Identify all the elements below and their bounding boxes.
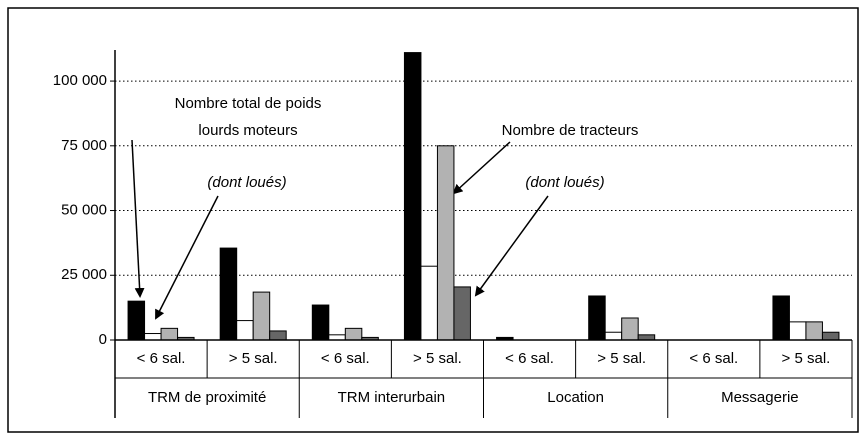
bar (436, 145, 455, 341)
annotation: (dont loués) (525, 174, 604, 191)
bar (821, 331, 840, 341)
annotation: lourds moteurs (198, 122, 297, 139)
frame (7, 7, 859, 433)
bar (144, 333, 162, 341)
arrow (131, 139, 145, 298)
bar (219, 247, 238, 341)
bar (160, 327, 179, 341)
x-tick-label: < 6 sal. (505, 350, 554, 367)
bar (420, 265, 438, 341)
group-label: TRM de proximité (148, 389, 266, 406)
group-label: Messagerie (721, 389, 799, 406)
bar (344, 327, 363, 341)
arrow (155, 195, 219, 320)
x-tick-label: > 5 sal. (597, 350, 646, 367)
bar (403, 52, 422, 341)
group-label: TRM interurbain (338, 389, 446, 406)
y-tick-label: 100 000 (53, 72, 107, 89)
bar (772, 295, 790, 341)
bar (453, 286, 471, 341)
bar (588, 295, 606, 341)
arrow (452, 141, 511, 195)
x-tick-label: > 5 sal. (229, 350, 278, 367)
x-tick-label: > 5 sal. (413, 350, 462, 367)
x-tick-label: < 6 sal. (321, 350, 370, 367)
x-tick-label: > 5 sal. (782, 350, 831, 367)
y-tick-label: 0 (99, 331, 107, 348)
y-tick-label: 25 000 (61, 266, 107, 283)
bar (621, 317, 639, 341)
x-tick-label: < 6 sal. (689, 350, 738, 367)
bar (127, 300, 146, 341)
annotation: Nombre total de poids (175, 95, 322, 112)
bar (236, 320, 254, 341)
y-tick-label: 75 000 (61, 137, 107, 154)
bar (252, 291, 271, 341)
annotation: Nombre de tracteurs (502, 122, 639, 139)
bar (604, 331, 623, 341)
y-tick-label: 50 000 (61, 202, 107, 219)
bar (311, 304, 330, 341)
bar (805, 321, 823, 341)
bar (637, 334, 656, 341)
group-label: Location (547, 389, 604, 406)
arrows (131, 139, 549, 320)
bar (328, 334, 346, 341)
bar (269, 330, 287, 341)
x-tick-label: < 6 sal. (137, 350, 186, 367)
arrow (474, 195, 549, 297)
bar (788, 321, 807, 341)
annotation: (dont loués) (207, 174, 286, 191)
